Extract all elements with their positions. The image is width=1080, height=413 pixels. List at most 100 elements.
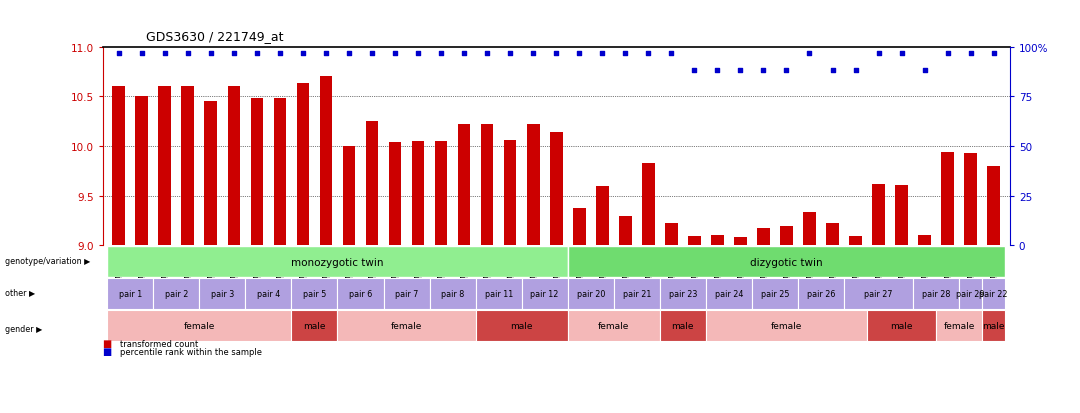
Bar bbox=[481, 125, 494, 246]
Bar bbox=[867, 310, 936, 341]
Text: monozygotic twin: monozygotic twin bbox=[292, 257, 383, 267]
Bar bbox=[826, 224, 839, 246]
Bar bbox=[568, 278, 613, 309]
Point bbox=[340, 50, 357, 57]
Bar bbox=[757, 229, 770, 246]
Text: pair 11: pair 11 bbox=[485, 290, 513, 298]
Text: female: female bbox=[391, 321, 422, 330]
Point bbox=[732, 68, 750, 75]
Bar bbox=[430, 278, 475, 309]
Text: male: male bbox=[890, 321, 913, 330]
Bar bbox=[337, 278, 383, 309]
Bar bbox=[959, 278, 982, 309]
Bar bbox=[843, 278, 913, 309]
Text: male: male bbox=[983, 321, 1004, 330]
Text: other ▶: other ▶ bbox=[5, 288, 36, 297]
Bar bbox=[337, 310, 475, 341]
Point bbox=[962, 50, 980, 57]
Point bbox=[248, 50, 266, 57]
Point bbox=[594, 50, 611, 57]
Point bbox=[755, 68, 772, 75]
Text: pair 20: pair 20 bbox=[577, 290, 605, 298]
Text: dizygotic twin: dizygotic twin bbox=[751, 257, 823, 267]
Point bbox=[869, 50, 887, 57]
Point bbox=[939, 50, 956, 57]
Point bbox=[363, 50, 380, 57]
Bar bbox=[292, 310, 337, 341]
Point bbox=[570, 50, 588, 57]
Text: GDS3630 / 221749_at: GDS3630 / 221749_at bbox=[146, 31, 283, 43]
Bar bbox=[475, 310, 568, 341]
Point bbox=[639, 50, 657, 57]
Point bbox=[110, 50, 127, 57]
Point bbox=[525, 50, 542, 57]
Bar bbox=[568, 247, 1005, 278]
Bar bbox=[527, 125, 540, 246]
Bar bbox=[475, 278, 522, 309]
Bar bbox=[798, 278, 843, 309]
Bar bbox=[411, 142, 424, 246]
Bar bbox=[665, 224, 677, 246]
Bar bbox=[660, 278, 706, 309]
Bar bbox=[550, 133, 563, 246]
Text: pair 7: pair 7 bbox=[395, 290, 418, 298]
Point bbox=[179, 50, 197, 57]
Bar bbox=[752, 278, 798, 309]
Text: pair 26: pair 26 bbox=[807, 290, 835, 298]
Text: male: male bbox=[511, 321, 532, 330]
Bar bbox=[804, 212, 815, 246]
Point bbox=[824, 68, 841, 75]
Bar bbox=[522, 278, 568, 309]
Bar bbox=[987, 166, 1000, 246]
Bar bbox=[107, 278, 153, 309]
Bar bbox=[159, 87, 171, 246]
Bar bbox=[619, 216, 632, 246]
Text: female: female bbox=[184, 321, 215, 330]
Point bbox=[847, 68, 864, 75]
Text: pair 27: pair 27 bbox=[864, 290, 893, 298]
Bar bbox=[204, 102, 217, 246]
Point bbox=[294, 50, 311, 57]
Text: ■: ■ bbox=[103, 347, 112, 356]
Bar bbox=[228, 87, 240, 246]
Bar bbox=[383, 278, 430, 309]
Bar bbox=[918, 236, 931, 246]
Bar bbox=[153, 278, 200, 309]
Text: female: female bbox=[598, 321, 630, 330]
Bar bbox=[982, 278, 1005, 309]
Text: percentile rank within the sample: percentile rank within the sample bbox=[120, 347, 261, 356]
Bar bbox=[936, 310, 982, 341]
Bar bbox=[613, 278, 660, 309]
Bar bbox=[734, 238, 746, 246]
Point bbox=[226, 50, 243, 57]
Text: pair 2: pair 2 bbox=[164, 290, 188, 298]
Text: female: female bbox=[771, 321, 802, 330]
Bar bbox=[982, 310, 1005, 341]
Point bbox=[617, 50, 634, 57]
Bar bbox=[706, 278, 752, 309]
Text: transformed count: transformed count bbox=[120, 339, 198, 348]
Text: male: male bbox=[672, 321, 694, 330]
Text: pair 12: pair 12 bbox=[530, 290, 558, 298]
Text: pair 21: pair 21 bbox=[622, 290, 651, 298]
Point bbox=[985, 50, 1002, 57]
Point bbox=[271, 50, 288, 57]
Point bbox=[548, 50, 565, 57]
Point bbox=[409, 50, 427, 57]
Point bbox=[133, 50, 150, 57]
Point bbox=[663, 50, 680, 57]
Bar bbox=[107, 247, 568, 278]
Bar bbox=[435, 142, 447, 246]
Bar bbox=[112, 87, 125, 246]
Text: genotype/variation ▶: genotype/variation ▶ bbox=[5, 256, 91, 265]
Bar bbox=[873, 184, 885, 246]
Text: pair 28: pair 28 bbox=[922, 290, 950, 298]
Text: pair 5: pair 5 bbox=[302, 290, 326, 298]
Bar bbox=[688, 237, 701, 246]
Bar bbox=[107, 310, 292, 341]
Bar bbox=[342, 147, 355, 246]
Point bbox=[157, 50, 174, 57]
Text: ■: ■ bbox=[103, 338, 112, 348]
Bar bbox=[572, 208, 585, 246]
Bar bbox=[292, 278, 337, 309]
